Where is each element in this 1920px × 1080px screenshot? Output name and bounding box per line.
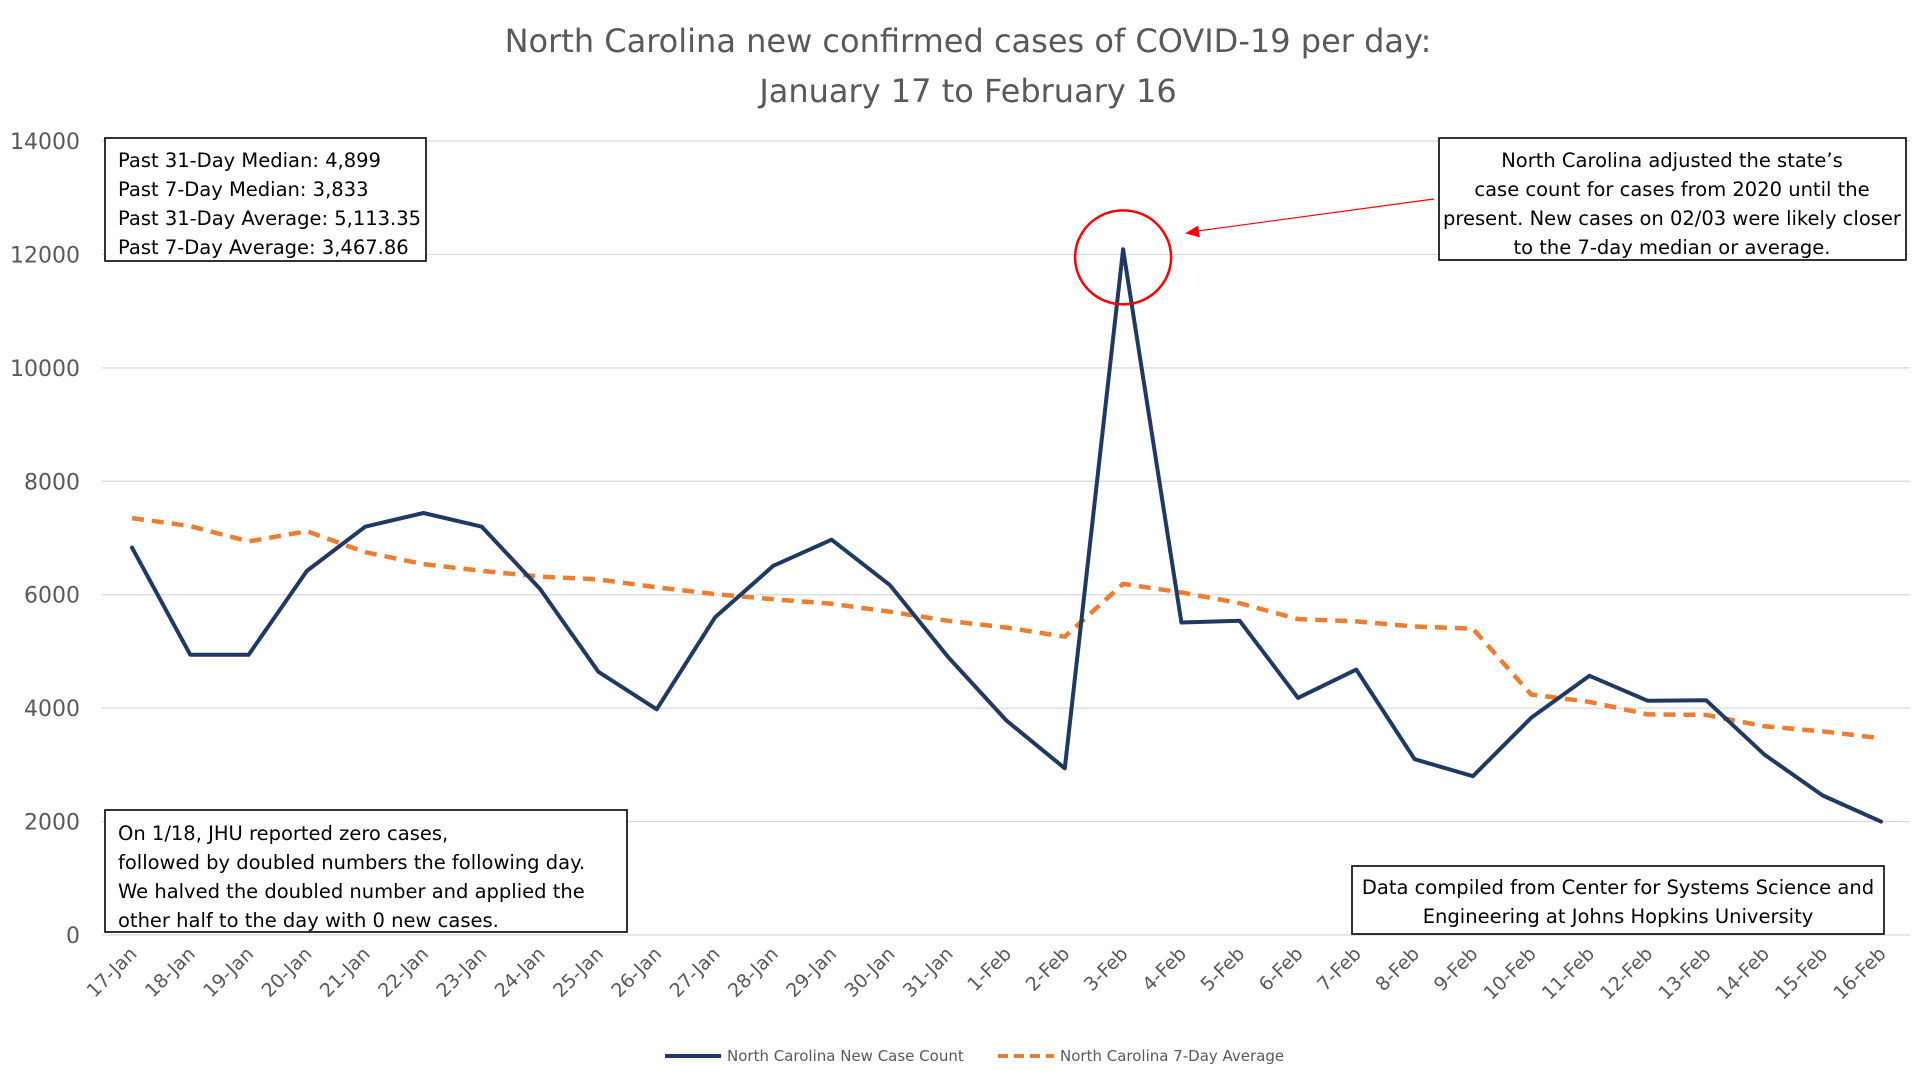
x-tick-label: 17-Jan — [83, 943, 142, 1002]
adjustment-note-line: present. New cases on 02/03 were likely … — [1443, 207, 1902, 230]
stats-line: Past 7-Day Average: 3,467.86 — [118, 236, 409, 259]
stats-box-frame — [104, 137, 427, 262]
y-tick-label: 12000 — [10, 243, 80, 268]
y-tick-label: 6000 — [24, 584, 80, 609]
x-tick-label: 4-Feb — [1138, 943, 1191, 996]
source-note-line: Engineering at Johns Hopkins University — [1423, 905, 1814, 928]
x-tick-label: 21-Jan — [316, 943, 375, 1002]
stats-line: Past 31-Day Median: 4,899 — [118, 149, 381, 172]
jhu-note-line: We halved the doubled number and applied… — [118, 880, 585, 903]
source-note-line: Data compiled from Center for Systems Sc… — [1362, 876, 1874, 899]
x-tick-label: 20-Jan — [257, 943, 316, 1002]
x-tick-label: 6-Feb — [1255, 943, 1308, 996]
x-tick-label: 13-Feb — [1654, 943, 1715, 1004]
series-line-7-day-average — [131, 515, 1882, 741]
highlight-annotation — [1073, 198, 1435, 306]
x-tick-label: 31-Jan — [899, 943, 958, 1002]
x-tick-label: 29-Jan — [782, 943, 841, 1002]
source-note-box: Data compiled from Center for Systems Sc… — [1351, 865, 1885, 935]
x-tick-label: 26-Jan — [607, 943, 666, 1002]
source-note-frame — [1351, 865, 1885, 935]
arrow-head-icon — [1185, 225, 1200, 238]
adjustment-note-line: case count for cases from 2020 until the — [1474, 178, 1869, 201]
jhu-note-line: On 1/18, JHU reported zero cases, — [118, 822, 448, 845]
legend-label: North Carolina New Case Count — [727, 1047, 964, 1065]
arrow-line — [1195, 198, 1435, 232]
x-tick-label: 18-Jan — [141, 943, 200, 1002]
x-axis-ticks: 17-Jan 18-Jan 19-Jan 20-Jan 21-Jan 22-Jan 23-J… — [83, 943, 1891, 1004]
chart-title-line-1: North Carolina new confirmed cases of CO… — [505, 22, 1432, 60]
x-tick-label: 22-Jan — [374, 943, 433, 1002]
x-tick-label: 2-Feb — [1022, 943, 1075, 996]
highlight-circle — [1073, 209, 1173, 306]
stats-line: Past 7-Day Median: 3,833 — [118, 178, 369, 201]
y-tick-label: 2000 — [24, 811, 80, 836]
adjustment-note-line: to the 7-day median or average. — [1514, 236, 1831, 259]
x-tick-label: 23-Jan — [432, 943, 491, 1002]
x-tick-label: 25-Jan — [549, 943, 608, 1002]
jhu-note-line: followed by doubled numbers the followin… — [118, 851, 585, 874]
series-lines — [130, 247, 1883, 824]
chart-title-line-2: January 17 to February 16 — [757, 72, 1176, 110]
x-tick-label: 10-Feb — [1479, 943, 1540, 1004]
x-tick-label: 9-Feb — [1430, 943, 1483, 996]
stats-box: Past 31-Day Median: 4,899 Past 7-Day Med… — [104, 137, 427, 262]
y-tick-label: 4000 — [24, 697, 80, 722]
adjustment-note-box: North Carolina adjusted the state’s case… — [1438, 137, 1907, 261]
series-line-new-case-count — [130, 247, 1883, 824]
y-tick-label: 10000 — [10, 357, 80, 382]
x-tick-label: 27-Jan — [666, 943, 725, 1002]
x-tick-label: 3-Feb — [1080, 943, 1133, 996]
adjustment-note-line: North Carolina adjusted the state’s — [1501, 149, 1843, 172]
y-tick-label: 14000 — [10, 130, 80, 155]
x-tick-label: 16-Feb — [1829, 943, 1890, 1004]
y-tick-label: 0 — [66, 924, 80, 949]
x-tick-label: 7-Feb — [1313, 943, 1366, 996]
x-tick-label: 8-Feb — [1371, 943, 1424, 996]
x-tick-label: 15-Feb — [1771, 943, 1832, 1004]
x-tick-label: 11-Feb — [1538, 943, 1599, 1004]
jhu-note-box: On 1/18, JHU reported zero cases, follow… — [104, 809, 628, 933]
legend: North Carolina New Case Count North Carol… — [665, 1047, 1284, 1065]
x-tick-label: 30-Jan — [840, 943, 899, 1002]
y-axis-ticks: 0 2000 4000 6000 8000 10000 12000 14000 — [10, 130, 80, 949]
x-tick-label: 5-Feb — [1196, 943, 1249, 996]
x-tick-label: 28-Jan — [724, 943, 783, 1002]
y-tick-label: 8000 — [24, 470, 80, 495]
jhu-note-frame — [104, 809, 628, 933]
adjustment-note-frame — [1438, 137, 1907, 261]
stats-line: Past 31-Day Average: 5,113.35 — [118, 207, 421, 230]
legend-label: North Carolina 7-Day Average — [1060, 1047, 1284, 1065]
x-tick-label: 1-Feb — [963, 943, 1016, 996]
x-tick-label: 12-Feb — [1596, 943, 1657, 1004]
x-tick-label: 14-Feb — [1713, 943, 1774, 1004]
x-tick-label: 24-Jan — [491, 943, 550, 1002]
jhu-note-line: other half to the day with 0 new cases. — [118, 909, 499, 932]
x-tick-label: 19-Jan — [199, 943, 258, 1002]
